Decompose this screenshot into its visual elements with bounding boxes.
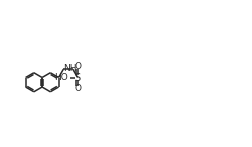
Text: O: O: [74, 83, 81, 92]
Text: HO: HO: [54, 73, 67, 82]
Text: NH: NH: [63, 64, 76, 73]
Text: O: O: [74, 62, 81, 71]
Text: S: S: [74, 72, 80, 82]
